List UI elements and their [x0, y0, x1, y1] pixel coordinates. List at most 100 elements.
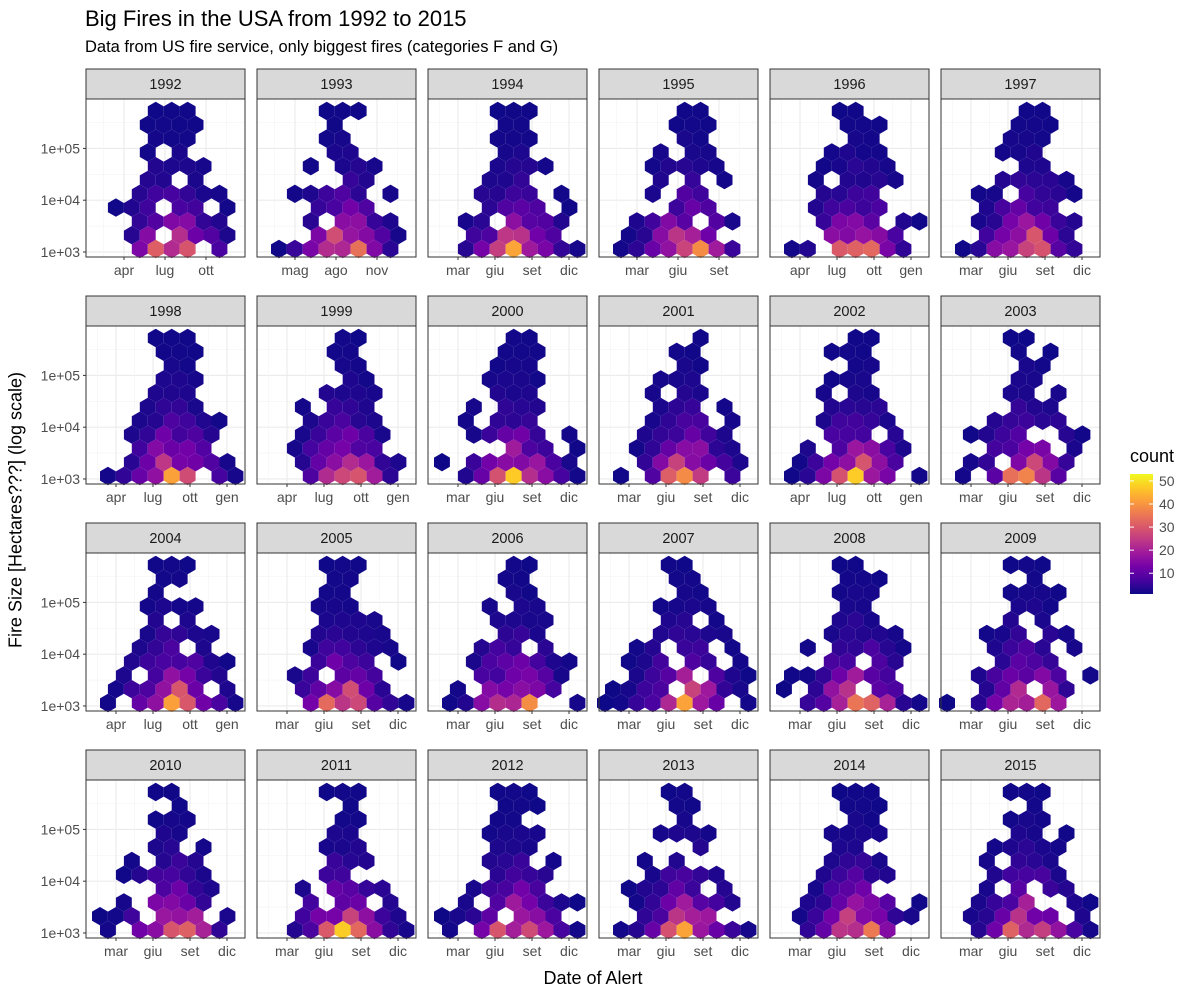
hex-bin: [855, 115, 872, 134]
hex-bin: [521, 439, 538, 458]
hex-bin: [553, 466, 570, 486]
hex-bin: [839, 680, 856, 699]
hex-bin: [668, 198, 685, 217]
facet-strip-label: 2003: [1004, 304, 1036, 320]
hex-bin: [302, 638, 319, 657]
hex-bin: [179, 212, 196, 231]
hex-bin: [684, 170, 701, 190]
hex-bin: [660, 611, 677, 630]
hex-bin: [163, 865, 180, 884]
hex-bin: [271, 239, 287, 259]
hex-bin: [978, 680, 995, 699]
hex-bin: [831, 666, 848, 685]
hex-bin: [171, 569, 188, 588]
hex-bin: [879, 893, 896, 912]
hex-bin: [732, 652, 749, 671]
hex-bin: [1058, 170, 1075, 190]
hex-bin: [326, 342, 343, 361]
hex-bin: [219, 907, 236, 926]
hex-bin: [513, 879, 530, 898]
hex-bin: [716, 624, 733, 644]
hex-bin: [911, 466, 928, 486]
facet-strip: [598, 522, 759, 554]
hex-bin: [978, 879, 995, 898]
hex-bin: [374, 453, 391, 472]
hex-bin: [815, 920, 832, 940]
hex-bin: [1026, 170, 1043, 190]
hex-bin: [529, 597, 546, 616]
hex-bin: [147, 838, 164, 857]
hex-bin: [1026, 824, 1043, 843]
hex-bin: [131, 466, 148, 486]
hex-bin: [366, 693, 383, 713]
hex-bin: [724, 239, 741, 259]
x-tick-label-mar: mar: [625, 262, 649, 278]
hex-bin: [171, 796, 188, 815]
hex-bin: [807, 879, 824, 898]
hex-bin: [911, 893, 928, 912]
x-tick-label-gen: gen: [215, 489, 238, 505]
hex-bin: [334, 920, 351, 940]
hex-bin: [716, 170, 733, 190]
panel-border: [598, 552, 759, 712]
hex-bin: [855, 453, 872, 472]
facet-strip-label: 1995: [662, 77, 694, 93]
x-tick-label-set: set: [352, 716, 371, 732]
hex-bin: [1018, 356, 1035, 375]
hex-bin: [163, 782, 180, 802]
hex-bin: [147, 184, 164, 203]
hex-bin: [211, 411, 228, 430]
hex-bins: [776, 555, 928, 713]
hex-bin: [382, 693, 399, 713]
hex-bin: [644, 865, 661, 884]
hex-bin: [537, 893, 554, 912]
hex-bin: [489, 157, 506, 176]
hex-bin: [139, 597, 156, 616]
hex-bin: [163, 411, 180, 430]
hex-bin: [465, 397, 482, 417]
hex-bin: [831, 583, 848, 602]
x-tick-label-mar: mar: [788, 943, 812, 959]
hex-bin: [366, 439, 383, 458]
hex-bin: [505, 411, 522, 430]
hex-bin: [652, 143, 669, 162]
hex-bin: [1050, 838, 1067, 857]
hex-bin: [879, 638, 896, 657]
facet-strip-label: 2007: [662, 531, 694, 547]
hex-bin: [994, 143, 1011, 162]
hex-bin: [1034, 611, 1051, 630]
facet-strip-label: 2004: [149, 531, 181, 547]
hex-bin: [847, 411, 864, 430]
hex-bin: [978, 425, 995, 444]
hex-bin: [366, 666, 383, 685]
hex-bins: [613, 328, 749, 486]
hex-bin: [978, 453, 995, 472]
hex-bin: [1042, 397, 1059, 417]
hex-bin: [668, 370, 685, 389]
hex-bin: [489, 920, 506, 940]
facet-2002: 2002 apr lug ott gen: [769, 295, 930, 505]
hex-bin: [521, 328, 538, 348]
hex-bin: [187, 342, 204, 361]
hex-bin: [708, 611, 725, 630]
hex-bin: [465, 652, 482, 671]
hex-bin: [537, 239, 554, 259]
x-tick-label-mar: mar: [959, 943, 983, 959]
hex-bin: [644, 157, 661, 176]
hex-bin: [970, 693, 987, 713]
hex-bin: [613, 239, 629, 259]
x-tick-label-apr: apr: [106, 489, 127, 505]
hex-bin: [652, 425, 669, 444]
hex-bin: [497, 425, 514, 444]
hex-bin: [334, 693, 351, 713]
hex-bin: [358, 652, 375, 671]
hex-bin: [684, 115, 701, 134]
hex-bins: [286, 782, 415, 940]
hex-bin: [823, 143, 840, 162]
hex-bin: [831, 439, 848, 458]
hex-bin: [668, 115, 685, 134]
hex-bin: [708, 439, 725, 458]
hex-bin: [334, 239, 351, 259]
hex-bin: [302, 184, 319, 203]
x-tick-label-set: set: [523, 489, 542, 505]
